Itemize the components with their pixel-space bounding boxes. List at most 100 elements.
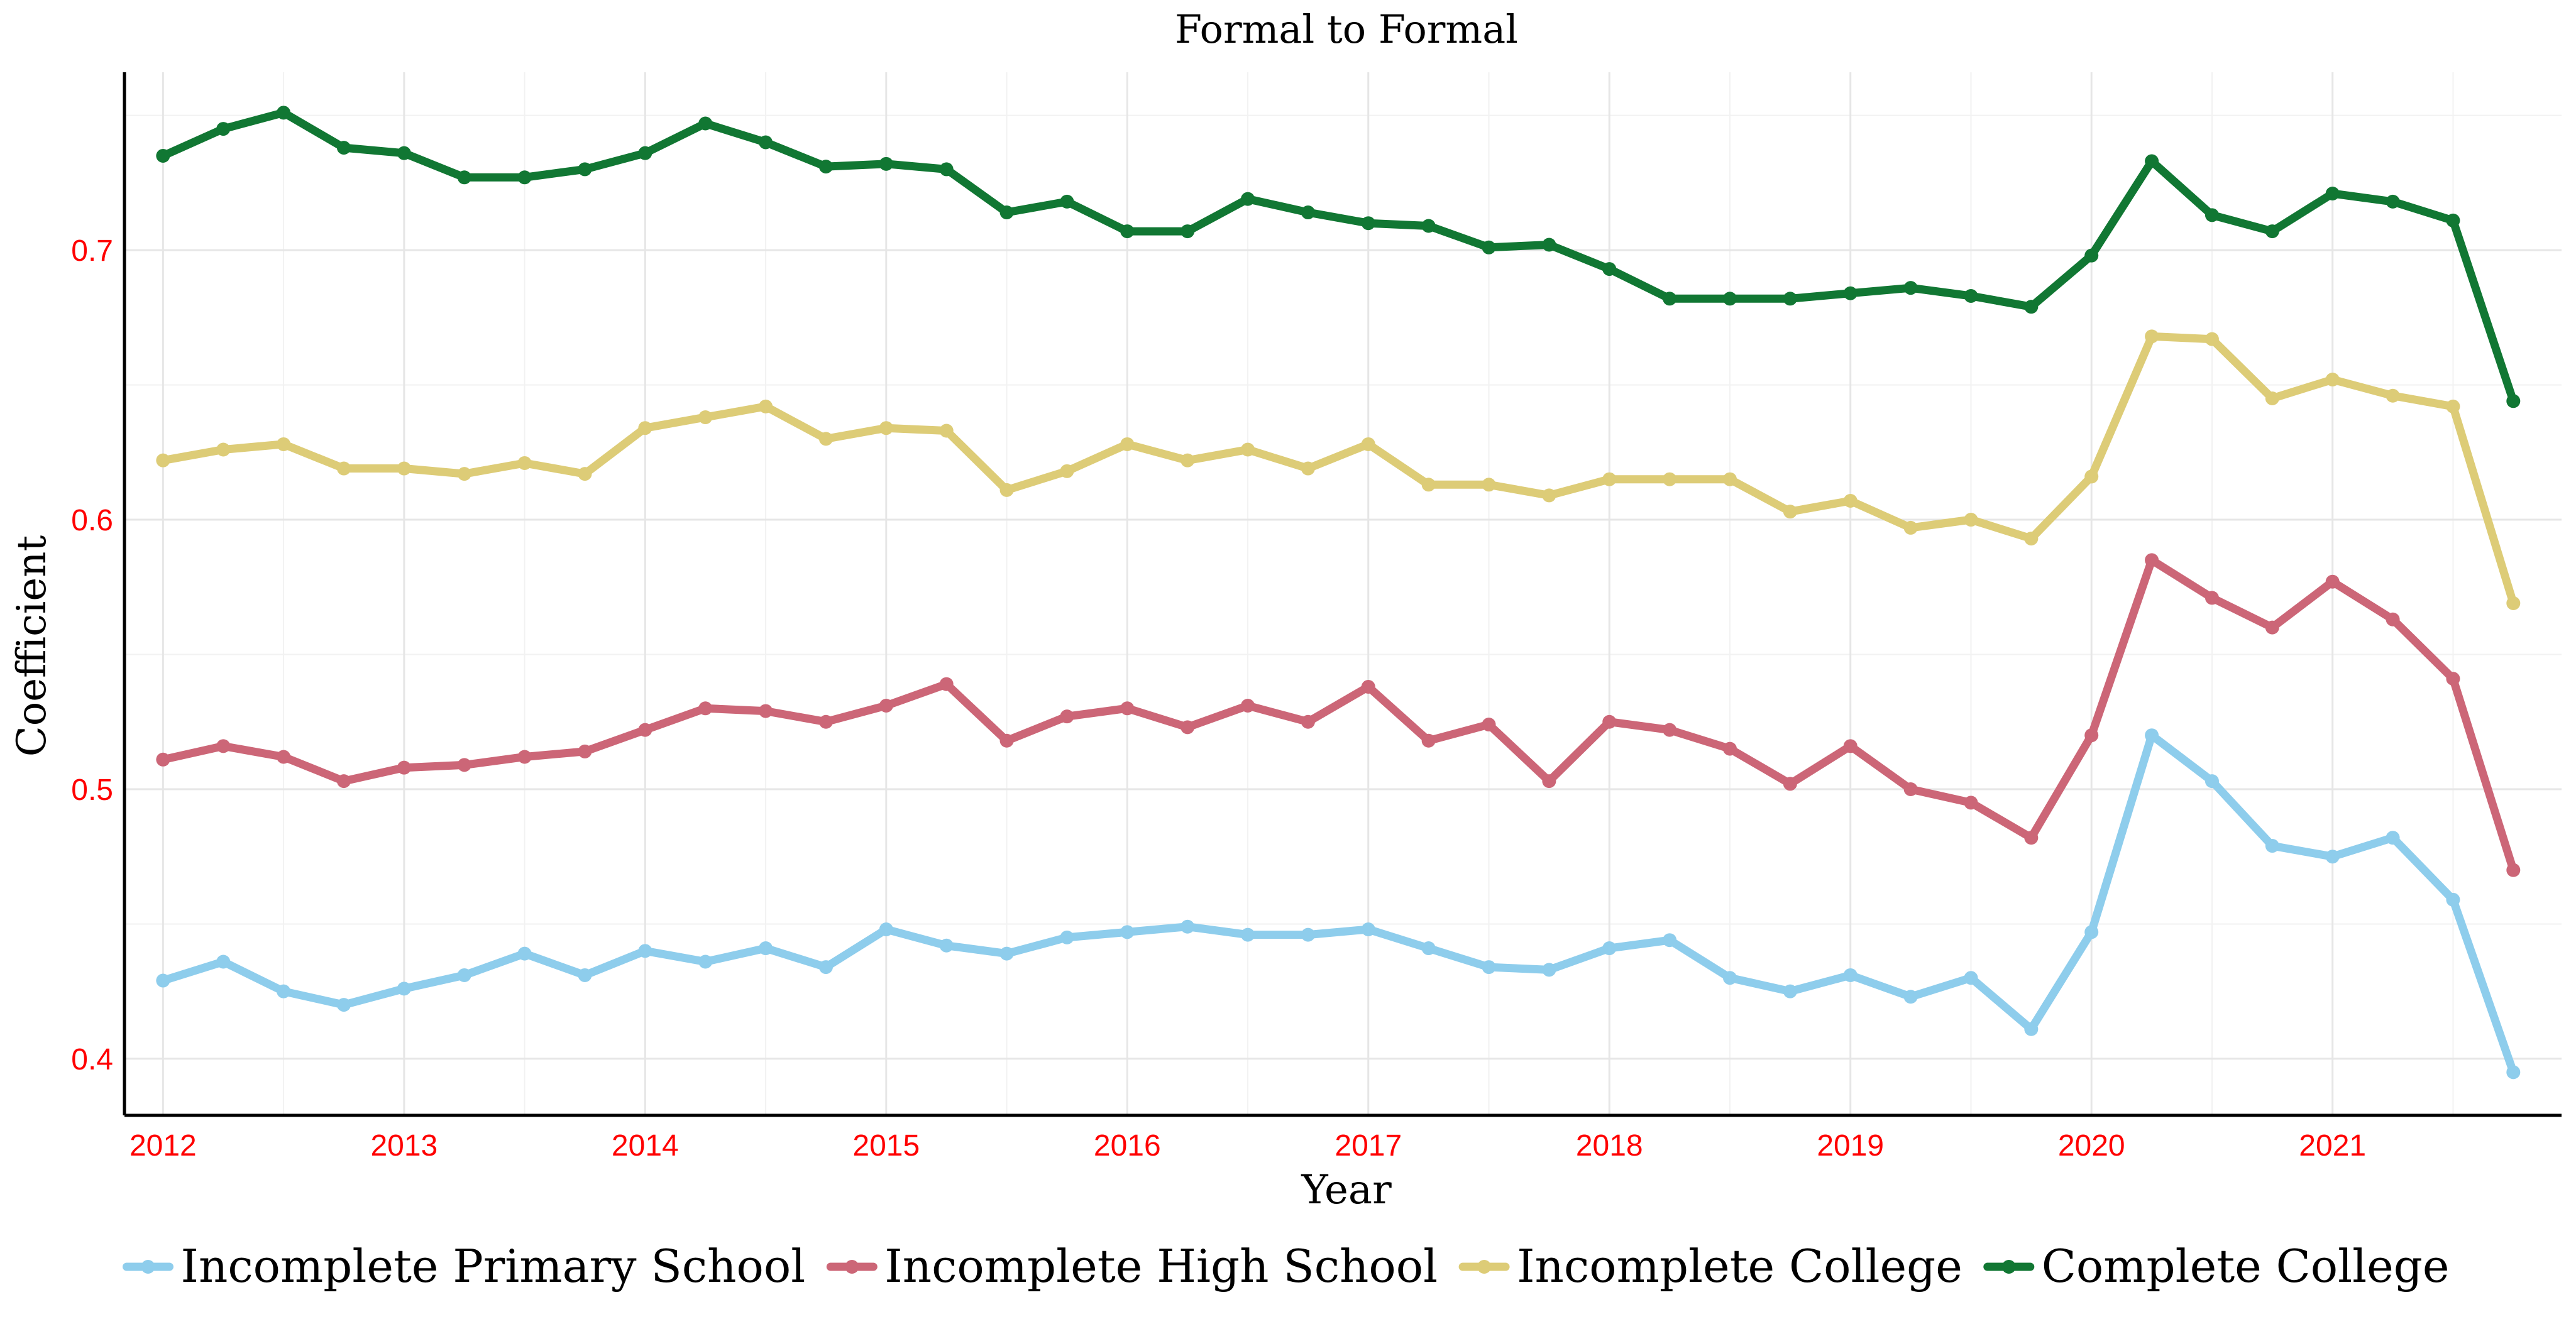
data-point xyxy=(216,122,231,136)
data-point xyxy=(1482,478,1496,492)
data-point xyxy=(2446,672,2460,686)
data-point xyxy=(2325,372,2340,386)
data-point xyxy=(1903,281,1918,295)
data-point xyxy=(1843,968,1858,982)
legend-swatch-dot xyxy=(141,1260,155,1274)
legend-item: Incomplete Primary School xyxy=(123,1240,805,1293)
y-tick-label: 0.5 xyxy=(71,774,113,807)
data-point xyxy=(2145,329,2159,344)
data-point xyxy=(698,954,713,969)
x-tick-label: 2018 xyxy=(1576,1129,1643,1162)
data-point xyxy=(2506,394,2521,408)
data-point xyxy=(879,699,893,713)
data-point xyxy=(578,744,592,758)
data-point xyxy=(999,946,1014,961)
data-point xyxy=(638,723,652,737)
y-axis-title: Coefficient xyxy=(9,535,55,757)
data-point xyxy=(2446,892,2460,907)
data-point xyxy=(517,456,532,470)
data-point xyxy=(939,938,954,953)
data-point xyxy=(1060,709,1074,724)
data-point xyxy=(2506,596,2521,611)
data-point xyxy=(2204,332,2219,346)
data-point xyxy=(1361,679,1375,694)
x-tick-label: 2013 xyxy=(370,1129,438,1162)
data-point xyxy=(517,170,532,185)
x-tick-label: 2020 xyxy=(2058,1129,2125,1162)
data-point xyxy=(397,146,411,160)
data-point xyxy=(818,160,833,174)
data-point xyxy=(698,410,713,425)
data-point xyxy=(818,714,833,729)
data-point xyxy=(156,973,170,988)
tick-labels: 0.4 0.5 0.6 0.7 2012 2013 2014 2015 2016 2017 2018… xyxy=(71,234,2366,1162)
data-point xyxy=(1542,963,1556,977)
data-point xyxy=(336,141,351,155)
data-point xyxy=(999,483,1014,497)
data-point xyxy=(457,170,471,185)
data-point xyxy=(939,424,954,438)
data-point xyxy=(2325,850,2340,864)
data-point xyxy=(2084,728,2099,743)
data-point xyxy=(1361,437,1375,451)
data-point xyxy=(277,437,291,451)
legend-swatch-dot xyxy=(2001,1260,2016,1274)
data-point xyxy=(1421,941,1436,956)
data-point xyxy=(1542,238,1556,252)
data-point xyxy=(1663,933,1677,948)
data-point xyxy=(1903,990,1918,1004)
legend-label: Complete College xyxy=(2042,1240,2450,1293)
data-point xyxy=(216,442,231,457)
data-point xyxy=(2506,863,2521,877)
x-tick-label: 2012 xyxy=(129,1129,197,1162)
data-point xyxy=(1964,796,1978,810)
data-point xyxy=(1783,984,1797,998)
data-point xyxy=(1181,453,1195,468)
data-point xyxy=(2265,620,2279,635)
data-point xyxy=(1964,513,1978,527)
data-point xyxy=(939,162,954,177)
data-point xyxy=(457,968,471,982)
x-tick-label: 2017 xyxy=(1335,1129,1402,1162)
data-point xyxy=(578,467,592,481)
data-point xyxy=(2024,831,2039,845)
data-point xyxy=(1301,461,1315,476)
series-incomplete-college xyxy=(156,329,2521,611)
data-point xyxy=(1301,205,1315,220)
legend-swatch-dot xyxy=(845,1260,859,1274)
x-tick-label: 2015 xyxy=(852,1129,920,1162)
legend-item: Complete College xyxy=(1983,1240,2450,1293)
legend: Incomplete Primary School Incomplete High… xyxy=(123,1240,2450,1293)
data-point xyxy=(2325,187,2340,201)
data-point xyxy=(2084,469,2099,484)
x-axis-title: Year xyxy=(1301,1167,1392,1213)
axes-layer xyxy=(123,72,2562,1117)
legend-swatch-dot xyxy=(1477,1260,1492,1274)
data-point xyxy=(1181,720,1195,735)
x-tick-label: 2014 xyxy=(612,1129,679,1162)
data-point xyxy=(1181,224,1195,239)
data-point xyxy=(999,733,1014,748)
data-point xyxy=(336,461,351,476)
series-line xyxy=(158,108,2518,405)
data-point xyxy=(277,750,291,764)
data-point xyxy=(1663,472,1677,486)
data-point xyxy=(397,461,411,476)
data-point xyxy=(1722,292,1737,306)
data-point xyxy=(517,750,532,764)
data-point xyxy=(759,941,773,956)
data-point xyxy=(2386,194,2400,209)
data-point xyxy=(2386,388,2400,403)
data-point xyxy=(1301,927,1315,942)
data-point xyxy=(336,774,351,789)
data-point xyxy=(1843,286,1858,300)
data-point xyxy=(1783,777,1797,791)
data-point xyxy=(336,998,351,1012)
data-point xyxy=(1241,699,1255,713)
data-point xyxy=(277,984,291,998)
data-point xyxy=(517,946,532,961)
series-incomplete-high-school xyxy=(156,553,2521,877)
data-point xyxy=(1843,494,1858,508)
data-point xyxy=(2145,154,2159,168)
